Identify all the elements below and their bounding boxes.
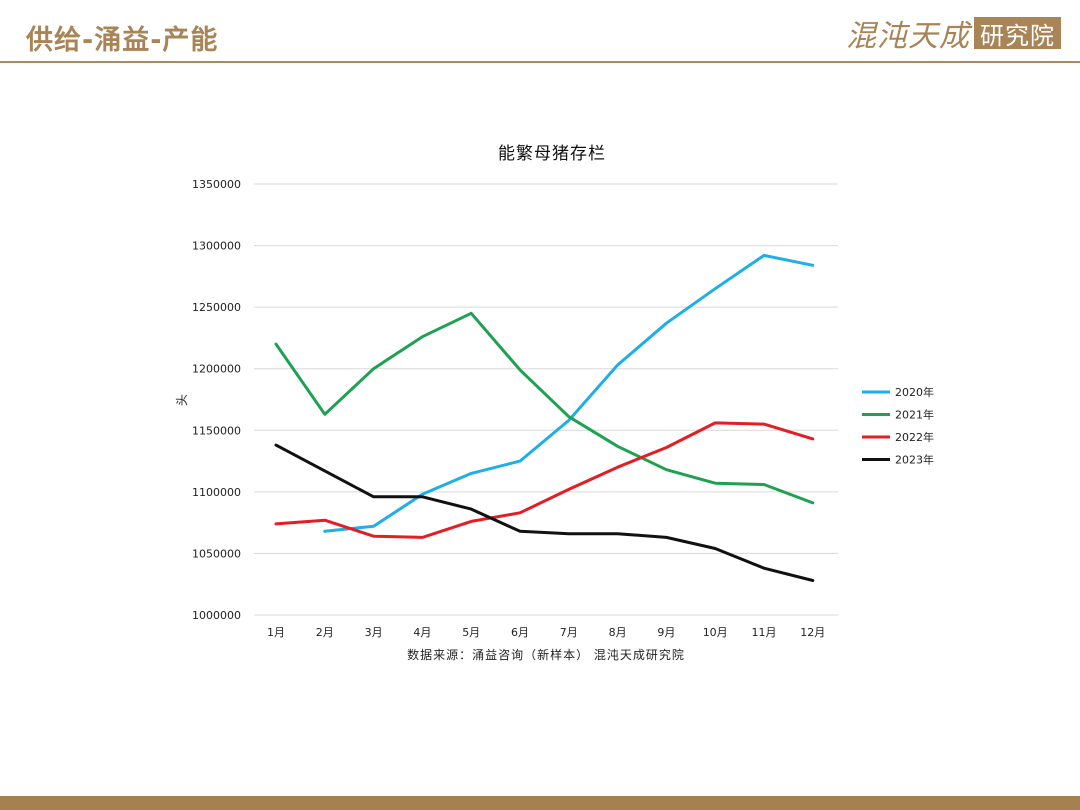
brand-logo: 混沌天成 研究院 — [846, 14, 1061, 54]
legend: 2020年 2021年 2022年 2023年 — [862, 385, 934, 467]
y-tick-label: 1150000 — [192, 424, 241, 437]
y-tick-label: 1050000 — [192, 547, 241, 560]
y-tick-label: 1200000 — [192, 363, 241, 376]
logo-box-text: 研究院 — [974, 17, 1061, 50]
x-tick-label: 8月 — [609, 626, 627, 639]
legend-label: 2020年 — [895, 385, 934, 399]
series-line-1 — [274, 311, 815, 505]
data-source-note: 数据来源：涌益咨询（新样本） 混沌天成研究院 — [407, 647, 685, 662]
x-tick-label: 7月 — [560, 626, 578, 639]
x-tick-label: 11月 — [752, 626, 777, 639]
x-tick-label: 2月 — [316, 626, 334, 639]
y-tick-label: 1300000 — [192, 240, 241, 253]
series-line-3 — [274, 443, 815, 582]
series-line-0 — [323, 253, 815, 533]
header-divider — [0, 61, 1080, 63]
page-title: 供给-涌益-产能 — [26, 25, 219, 56]
y-axis-label: 头 — [175, 394, 189, 406]
series-lines — [274, 253, 815, 582]
x-tick-label: 6月 — [511, 626, 529, 639]
logo-text: 混沌天成 — [846, 19, 970, 54]
x-tick-label: 10月 — [703, 626, 728, 639]
x-tick-label: 12月 — [800, 626, 825, 639]
y-tick-label: 1000000 — [192, 609, 241, 622]
y-axis-ticks: 1000000 1050000 1100000 1150000 1200000 12500… — [192, 178, 241, 622]
legend-label: 2022年 — [895, 430, 934, 444]
series-line-2 — [274, 421, 815, 539]
y-tick-label: 1350000 — [192, 178, 241, 191]
x-tick-label: 5月 — [462, 626, 480, 639]
legend-label: 2021年 — [895, 408, 934, 422]
x-tick-label: 3月 — [365, 626, 383, 639]
legend-label: 2023年 — [895, 453, 934, 467]
x-tick-label: 1月 — [267, 626, 285, 639]
x-tick-label: 9月 — [657, 626, 675, 639]
chart-title: 能繁母猪存栏 — [498, 144, 606, 164]
y-tick-label: 1100000 — [192, 486, 241, 499]
x-axis-ticks: 1月 2月 3月 4月 5月 6月 7月 8月 9月 10月 11月 12月 — [267, 626, 825, 639]
header: 供给-涌益-产能 混沌天成 研究院 — [0, 0, 1080, 63]
grid — [254, 183, 838, 616]
x-tick-label: 4月 — [413, 626, 431, 639]
y-tick-label: 1250000 — [192, 301, 241, 314]
footer-bar — [0, 796, 1080, 810]
